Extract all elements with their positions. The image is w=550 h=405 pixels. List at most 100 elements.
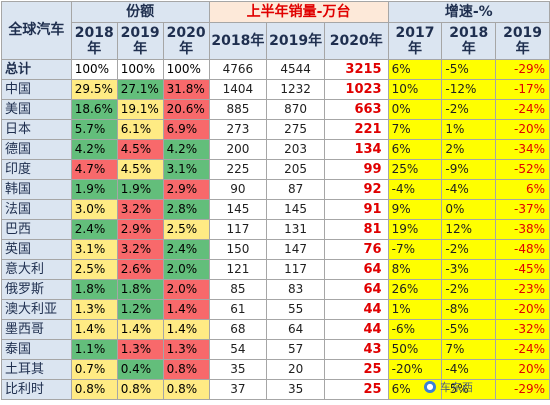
table-row: 德国 4.2% 4.5% 4.2% 200 203 134 6% 2% -34% (1, 139, 550, 160)
share-cell: 29.5% (70, 79, 118, 100)
sales-2018-cell: 273 (208, 119, 268, 140)
year-header: 2020 年 (162, 22, 210, 60)
sales-2020-cell: 91 (323, 199, 389, 220)
growth-group-header: 增速-% (387, 1, 550, 23)
growth-cell: -7% (387, 239, 443, 260)
year-header: 2020年 (323, 22, 389, 60)
table-row: 墨西哥 1.4% 1.4% 1.4% 68 64 44 -6% -5% -32% (1, 319, 550, 340)
growth-cell: -2% (441, 99, 497, 120)
share-cell: 20.6% (162, 99, 210, 120)
sales-2020-cell: 221 (323, 119, 389, 140)
sales-2020-cell: 25 (323, 379, 389, 400)
share-cell: 1.4% (70, 319, 118, 340)
sales-2019-cell: 4544 (266, 59, 325, 80)
sales-2020-cell: 663 (323, 99, 389, 120)
table-row: 土耳其 0.7% 0.4% 0.8% 35 20 25 -20% -4% 20% (1, 359, 550, 380)
growth-cell: -3% (441, 259, 497, 280)
growth-cell: -6% (387, 319, 443, 340)
sales-2018-cell: 35 (208, 359, 268, 380)
growth-2019-cell: -38% (495, 219, 550, 240)
growth-2019-cell: -52% (495, 159, 550, 180)
growth-cell: 25% (387, 159, 443, 180)
share-cell: 0.4% (116, 359, 164, 380)
share-cell: 1.1% (70, 339, 118, 360)
sales-2020-cell: 44 (323, 319, 389, 340)
sales-2018-cell: 200 (208, 139, 268, 160)
country-cell: 泰国 (1, 339, 72, 360)
growth-2019-cell: -29% (495, 59, 550, 80)
sales-2018-cell: 68 (208, 319, 268, 340)
sales-2018-cell: 150 (208, 239, 268, 260)
share-group-header: 份额 (70, 1, 210, 23)
growth-cell: 6% (387, 139, 443, 160)
share-cell: 27.1% (116, 79, 164, 100)
table-row: 日本 5.7% 6.1% 6.9% 273 275 221 7% 1% -20% (1, 119, 550, 140)
country-cell: 日本 (1, 119, 72, 140)
sales-2018-cell: 61 (208, 299, 268, 320)
share-cell: 100% (70, 59, 118, 80)
watermark: ● 车东西 (424, 373, 550, 401)
sales-2020-cell: 1023 (323, 79, 389, 100)
table-row: 比利时 0.8% 0.8% 0.8% 37 35 25 6% -5% -29% (1, 379, 550, 400)
growth-cell: 6% (387, 59, 443, 80)
sales-2020-cell: 76 (323, 239, 389, 260)
country-cell: 韩国 (1, 179, 72, 200)
country-cell: 总计 (1, 59, 72, 80)
growth-cell: 10% (387, 79, 443, 100)
share-cell: 2.8% (162, 199, 210, 220)
share-cell: 4.2% (70, 139, 118, 160)
sales-2019-cell: 83 (266, 279, 325, 300)
growth-cell: 2% (441, 139, 497, 160)
year-header: 2018 年 (441, 22, 497, 60)
year-header: 2019 年 (116, 22, 164, 60)
sales-2019-cell: 35 (266, 379, 325, 400)
share-cell: 0.8% (162, 359, 210, 380)
share-cell: 5.7% (70, 119, 118, 140)
table-row: 俄罗斯 1.8% 1.8% 2.0% 85 83 64 26% -2% -23% (1, 279, 550, 300)
growth-cell: 9% (387, 199, 443, 220)
sales-2020-cell: 44 (323, 299, 389, 320)
growth-cell: -2% (441, 279, 497, 300)
sales-2020-cell: 92 (323, 179, 389, 200)
sales-2019-cell: 55 (266, 299, 325, 320)
table-row: 美国 18.6% 19.1% 20.6% 885 870 663 0% -2% -24% (1, 99, 550, 120)
share-cell: 1.9% (116, 179, 164, 200)
growth-2019-cell: -20% (495, 119, 550, 140)
growth-cell: 7% (387, 119, 443, 140)
sales-2020-cell: 3215 (323, 59, 389, 80)
growth-2019-cell: -29% (495, 379, 550, 400)
sales-2020-cell: 81 (323, 219, 389, 240)
share-cell: 2.9% (116, 219, 164, 240)
sales-2019-cell: 205 (266, 159, 325, 180)
share-cell: 1.3% (70, 299, 118, 320)
growth-cell: -4% (387, 179, 443, 200)
sales-2018-cell: 145 (208, 199, 268, 220)
share-cell: 19.1% (116, 99, 164, 120)
growth-2019-cell: -17% (495, 79, 550, 100)
growth-2019-cell: -32% (495, 319, 550, 340)
share-cell: 0.8% (162, 379, 210, 400)
sales-2018-cell: 225 (208, 159, 268, 180)
country-cell: 澳大利亚 (1, 299, 72, 320)
country-cell: 土耳其 (1, 359, 72, 380)
sales-2019-cell: 870 (266, 99, 325, 120)
sales-2019-cell: 20 (266, 359, 325, 380)
watermark-logo-icon: ● (424, 381, 436, 393)
sales-2018-cell: 90 (208, 179, 268, 200)
share-cell: 2.5% (162, 219, 210, 240)
share-cell: 6.9% (162, 119, 210, 140)
growth-cell: 0% (441, 199, 497, 220)
table-row: 英国 3.1% 3.2% 2.4% 150 147 76 -7% -2% -48% (1, 239, 550, 260)
sales-2019-cell: 131 (266, 219, 325, 240)
share-cell: 3.1% (70, 239, 118, 260)
growth-2019-cell: -24% (495, 339, 550, 360)
growth-2019-cell: -23% (495, 279, 550, 300)
share-cell: 3.2% (116, 239, 164, 260)
sales-2020-cell: 25 (323, 359, 389, 380)
growth-cell: 8% (387, 259, 443, 280)
growth-cell: -9% (441, 159, 497, 180)
share-cell: 2.0% (162, 259, 210, 280)
year-header: 2018年 (208, 22, 268, 60)
growth-cell: -8% (441, 299, 497, 320)
